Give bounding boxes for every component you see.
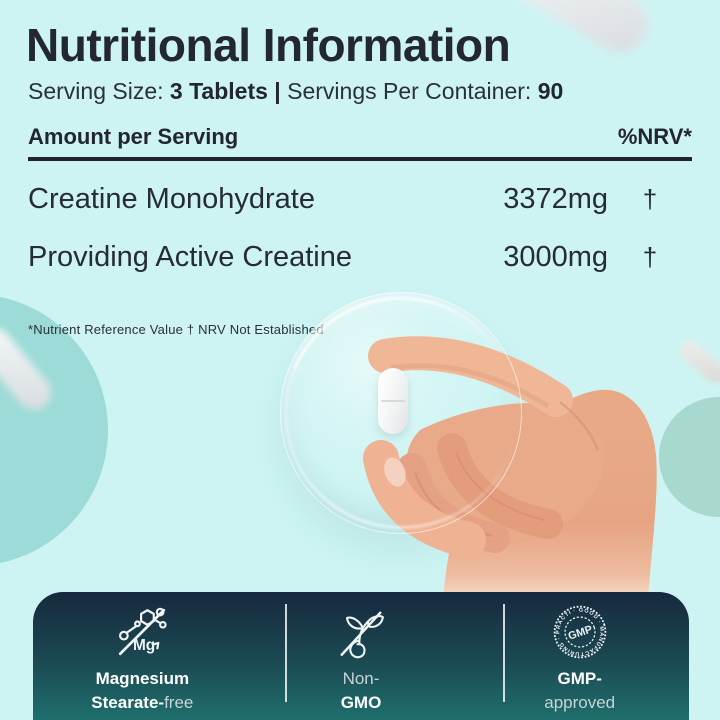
- nutrient-nrv: †: [642, 242, 658, 272]
- nutrient-amount: 3000mg: [503, 241, 608, 273]
- gmp-approved-icon: · GOOD · MANUFACTURING · PRACTICE · GMP: [551, 603, 609, 661]
- badge-magnesium-stearate-free: Mg Magnesium Stearate-free: [33, 592, 252, 720]
- hand-holding-pill-image: [363, 336, 657, 600]
- badge-label: GMP- approved: [544, 667, 615, 715]
- feature-panel: Mg Magnesium Stearate-free: [33, 592, 689, 720]
- table-header: Amount per Serving %NRV*: [28, 124, 692, 150]
- badge-label-line2-bold: Stearate-: [91, 693, 165, 713]
- magnesium-stearate-free-icon: Mg: [113, 603, 171, 661]
- nrv-header: %NRV*: [617, 124, 692, 149]
- nutrient-name: Creatine Monohydrate: [28, 183, 315, 215]
- footnote: *Nutrient Reference Value † NRV Not Esta…: [28, 322, 324, 337]
- servings-per-container-value: 90: [537, 78, 564, 104]
- servings-per-container-label: Servings Per Container:: [287, 78, 538, 104]
- badge-label-line2-regular: free: [164, 693, 194, 713]
- non-gmo-icon: [333, 603, 389, 661]
- serving-size-value: 3 Tablets |: [169, 78, 288, 104]
- table-row: Creatine Monohydrate 3372mg †: [28, 183, 692, 216]
- badge-non-gmo: Non- GMO: [252, 592, 471, 720]
- serving-info-line: Serving Size: 3 Tablets | Servings Per C…: [28, 78, 563, 105]
- badge-label: Magnesium Stearate-free: [91, 667, 193, 715]
- badge-label-line1: Magnesium: [95, 669, 190, 688]
- table-row: Providing Active Creatine 3000mg †: [28, 241, 692, 274]
- capsule-pill: [378, 368, 408, 434]
- badge-label-line1: Non-: [342, 669, 380, 688]
- badge-label: Non- GMO: [341, 667, 382, 715]
- panel-divider: [503, 604, 505, 702]
- gmp-center-text: GMP: [566, 623, 593, 642]
- badge-gmp-approved: · GOOD · MANUFACTURING · PRACTICE · GMP …: [470, 592, 689, 720]
- panel-divider: [285, 604, 287, 702]
- table-header-rule: [28, 157, 692, 161]
- nutrient-nrv: †: [642, 184, 658, 214]
- badge-label-line2: approved: [544, 693, 616, 713]
- decor-capsule-top: [493, 0, 659, 63]
- nutrient-name: Providing Active Creatine: [28, 241, 352, 273]
- serving-size-label: Serving Size:: [28, 78, 170, 104]
- svg-text:Mg: Mg: [133, 637, 155, 654]
- page-title: Nutritional Information: [26, 19, 511, 71]
- amount-per-serving-header: Amount per Serving: [28, 124, 239, 149]
- badge-label-line2: GMO: [340, 693, 382, 713]
- badge-label-line1: GMP-: [557, 669, 602, 688]
- nutrient-amount: 3372mg: [503, 183, 608, 215]
